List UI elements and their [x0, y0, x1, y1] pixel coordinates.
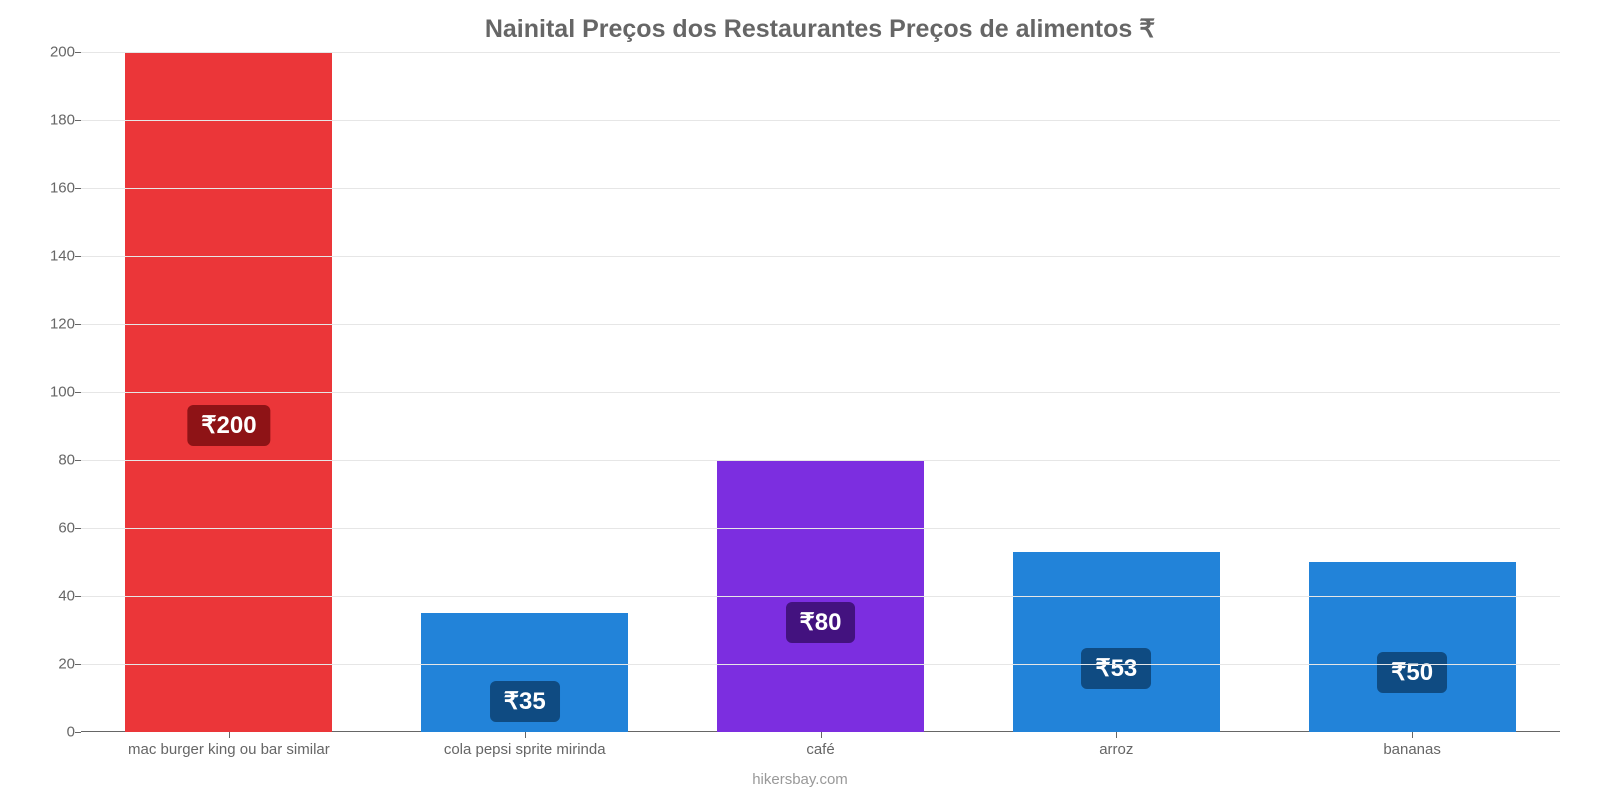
y-tick-label: 180: [31, 112, 75, 129]
x-tick-mark: [1412, 732, 1413, 738]
y-tick-label: 20: [31, 656, 75, 673]
chart-attribution: hikersbay.com: [0, 771, 1600, 788]
x-category-label: café: [806, 741, 834, 758]
y-tick-label: 160: [31, 180, 75, 197]
grid-line: [81, 528, 1560, 529]
price-bar-chart: Nainital Preços dos Restaurantes Preços …: [0, 0, 1600, 800]
grid-line: [81, 324, 1560, 325]
x-tick-mark: [1116, 732, 1117, 738]
value-badge: ₹50: [1377, 652, 1447, 693]
bar: [1309, 562, 1516, 732]
grid-line: [81, 120, 1560, 121]
y-tick-label: 200: [31, 44, 75, 61]
y-tick-mark: [75, 392, 81, 393]
y-tick-mark: [75, 460, 81, 461]
y-tick-label: 60: [31, 520, 75, 537]
y-tick-mark: [75, 256, 81, 257]
plot-area: ₹200mac burger king ou bar similar₹35col…: [80, 52, 1560, 732]
value-badge: ₹35: [490, 681, 560, 722]
y-tick-label: 100: [31, 384, 75, 401]
bar: [1013, 552, 1220, 732]
value-badge: ₹200: [187, 405, 270, 446]
y-tick-label: 120: [31, 316, 75, 333]
chart-title: Nainital Preços dos Restaurantes Preços …: [80, 14, 1560, 44]
y-tick-mark: [75, 732, 81, 733]
y-tick-mark: [75, 324, 81, 325]
x-category-label: bananas: [1383, 741, 1441, 758]
x-tick-mark: [525, 732, 526, 738]
x-tick-mark: [229, 732, 230, 738]
grid-line: [81, 664, 1560, 665]
y-tick-label: 80: [31, 452, 75, 469]
grid-line: [81, 188, 1560, 189]
grid-line: [81, 460, 1560, 461]
grid-line: [81, 596, 1560, 597]
grid-line: [81, 256, 1560, 257]
y-tick-mark: [75, 188, 81, 189]
x-category-label: mac burger king ou bar similar: [128, 741, 330, 758]
y-tick-mark: [75, 664, 81, 665]
y-tick-mark: [75, 120, 81, 121]
x-category-label: arroz: [1099, 741, 1133, 758]
value-badge: ₹53: [1081, 648, 1151, 689]
grid-line: [81, 52, 1560, 53]
value-badge: ₹80: [786, 602, 856, 643]
grid-line: [81, 392, 1560, 393]
y-tick-mark: [75, 52, 81, 53]
y-tick-label: 40: [31, 588, 75, 605]
y-tick-mark: [75, 596, 81, 597]
y-tick-label: 140: [31, 248, 75, 265]
x-tick-mark: [821, 732, 822, 738]
y-tick-mark: [75, 528, 81, 529]
y-tick-label: 0: [31, 724, 75, 741]
x-category-label: cola pepsi sprite mirinda: [444, 741, 606, 758]
